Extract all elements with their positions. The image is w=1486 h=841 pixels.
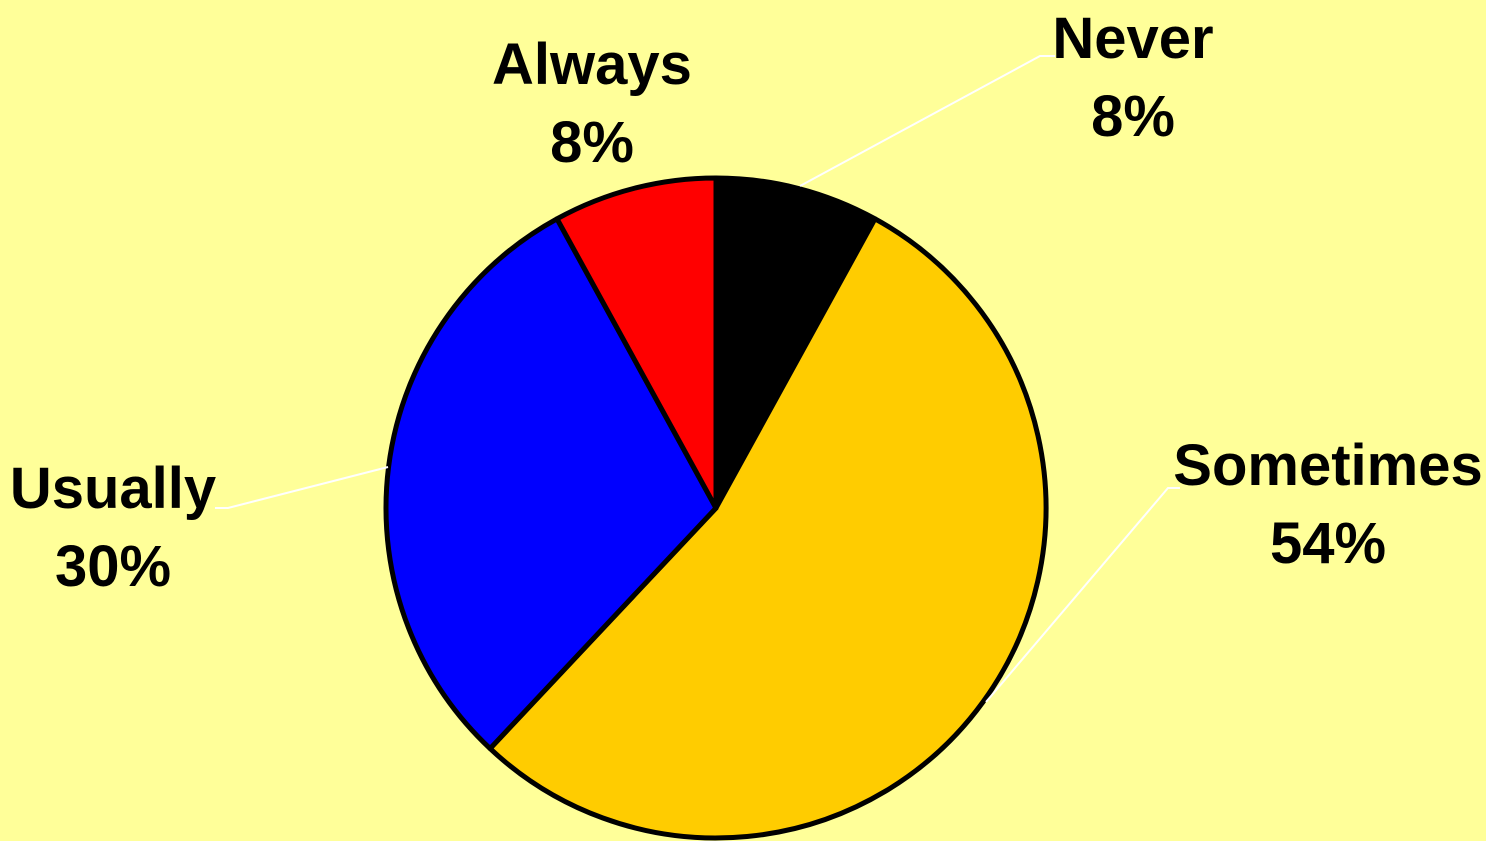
- slice-name-label-always: Always: [492, 32, 692, 97]
- slice-labels: Never 8% Sometimes 54% Usually 30% Always 8%: [10, 6, 1483, 599]
- leader-lines: [215, 55, 1180, 703]
- pie-slice-usually: [383, 216, 719, 752]
- pie-slice-never: [713, 175, 878, 511]
- slice-percent-label-sometimes: 54%: [1270, 511, 1386, 576]
- slice-name-label-never: Never: [1052, 6, 1213, 71]
- pie-slice-sometimes: [487, 216, 1049, 841]
- leader-line-never: [799, 55, 1055, 187]
- slice-percent-label-usually: 30%: [55, 534, 171, 599]
- slice-percent-label-always: 8%: [550, 110, 634, 175]
- pie-slice-always: [554, 175, 719, 511]
- slice-name-label-sometimes: Sometimes: [1173, 433, 1482, 498]
- slice-name-label-usually: Usually: [10, 456, 216, 521]
- leader-line-usually: [215, 466, 389, 509]
- slice-percent-label-never: 8%: [1091, 84, 1175, 149]
- pie-slices: [383, 175, 1049, 841]
- leader-line-sometimes: [985, 487, 1180, 703]
